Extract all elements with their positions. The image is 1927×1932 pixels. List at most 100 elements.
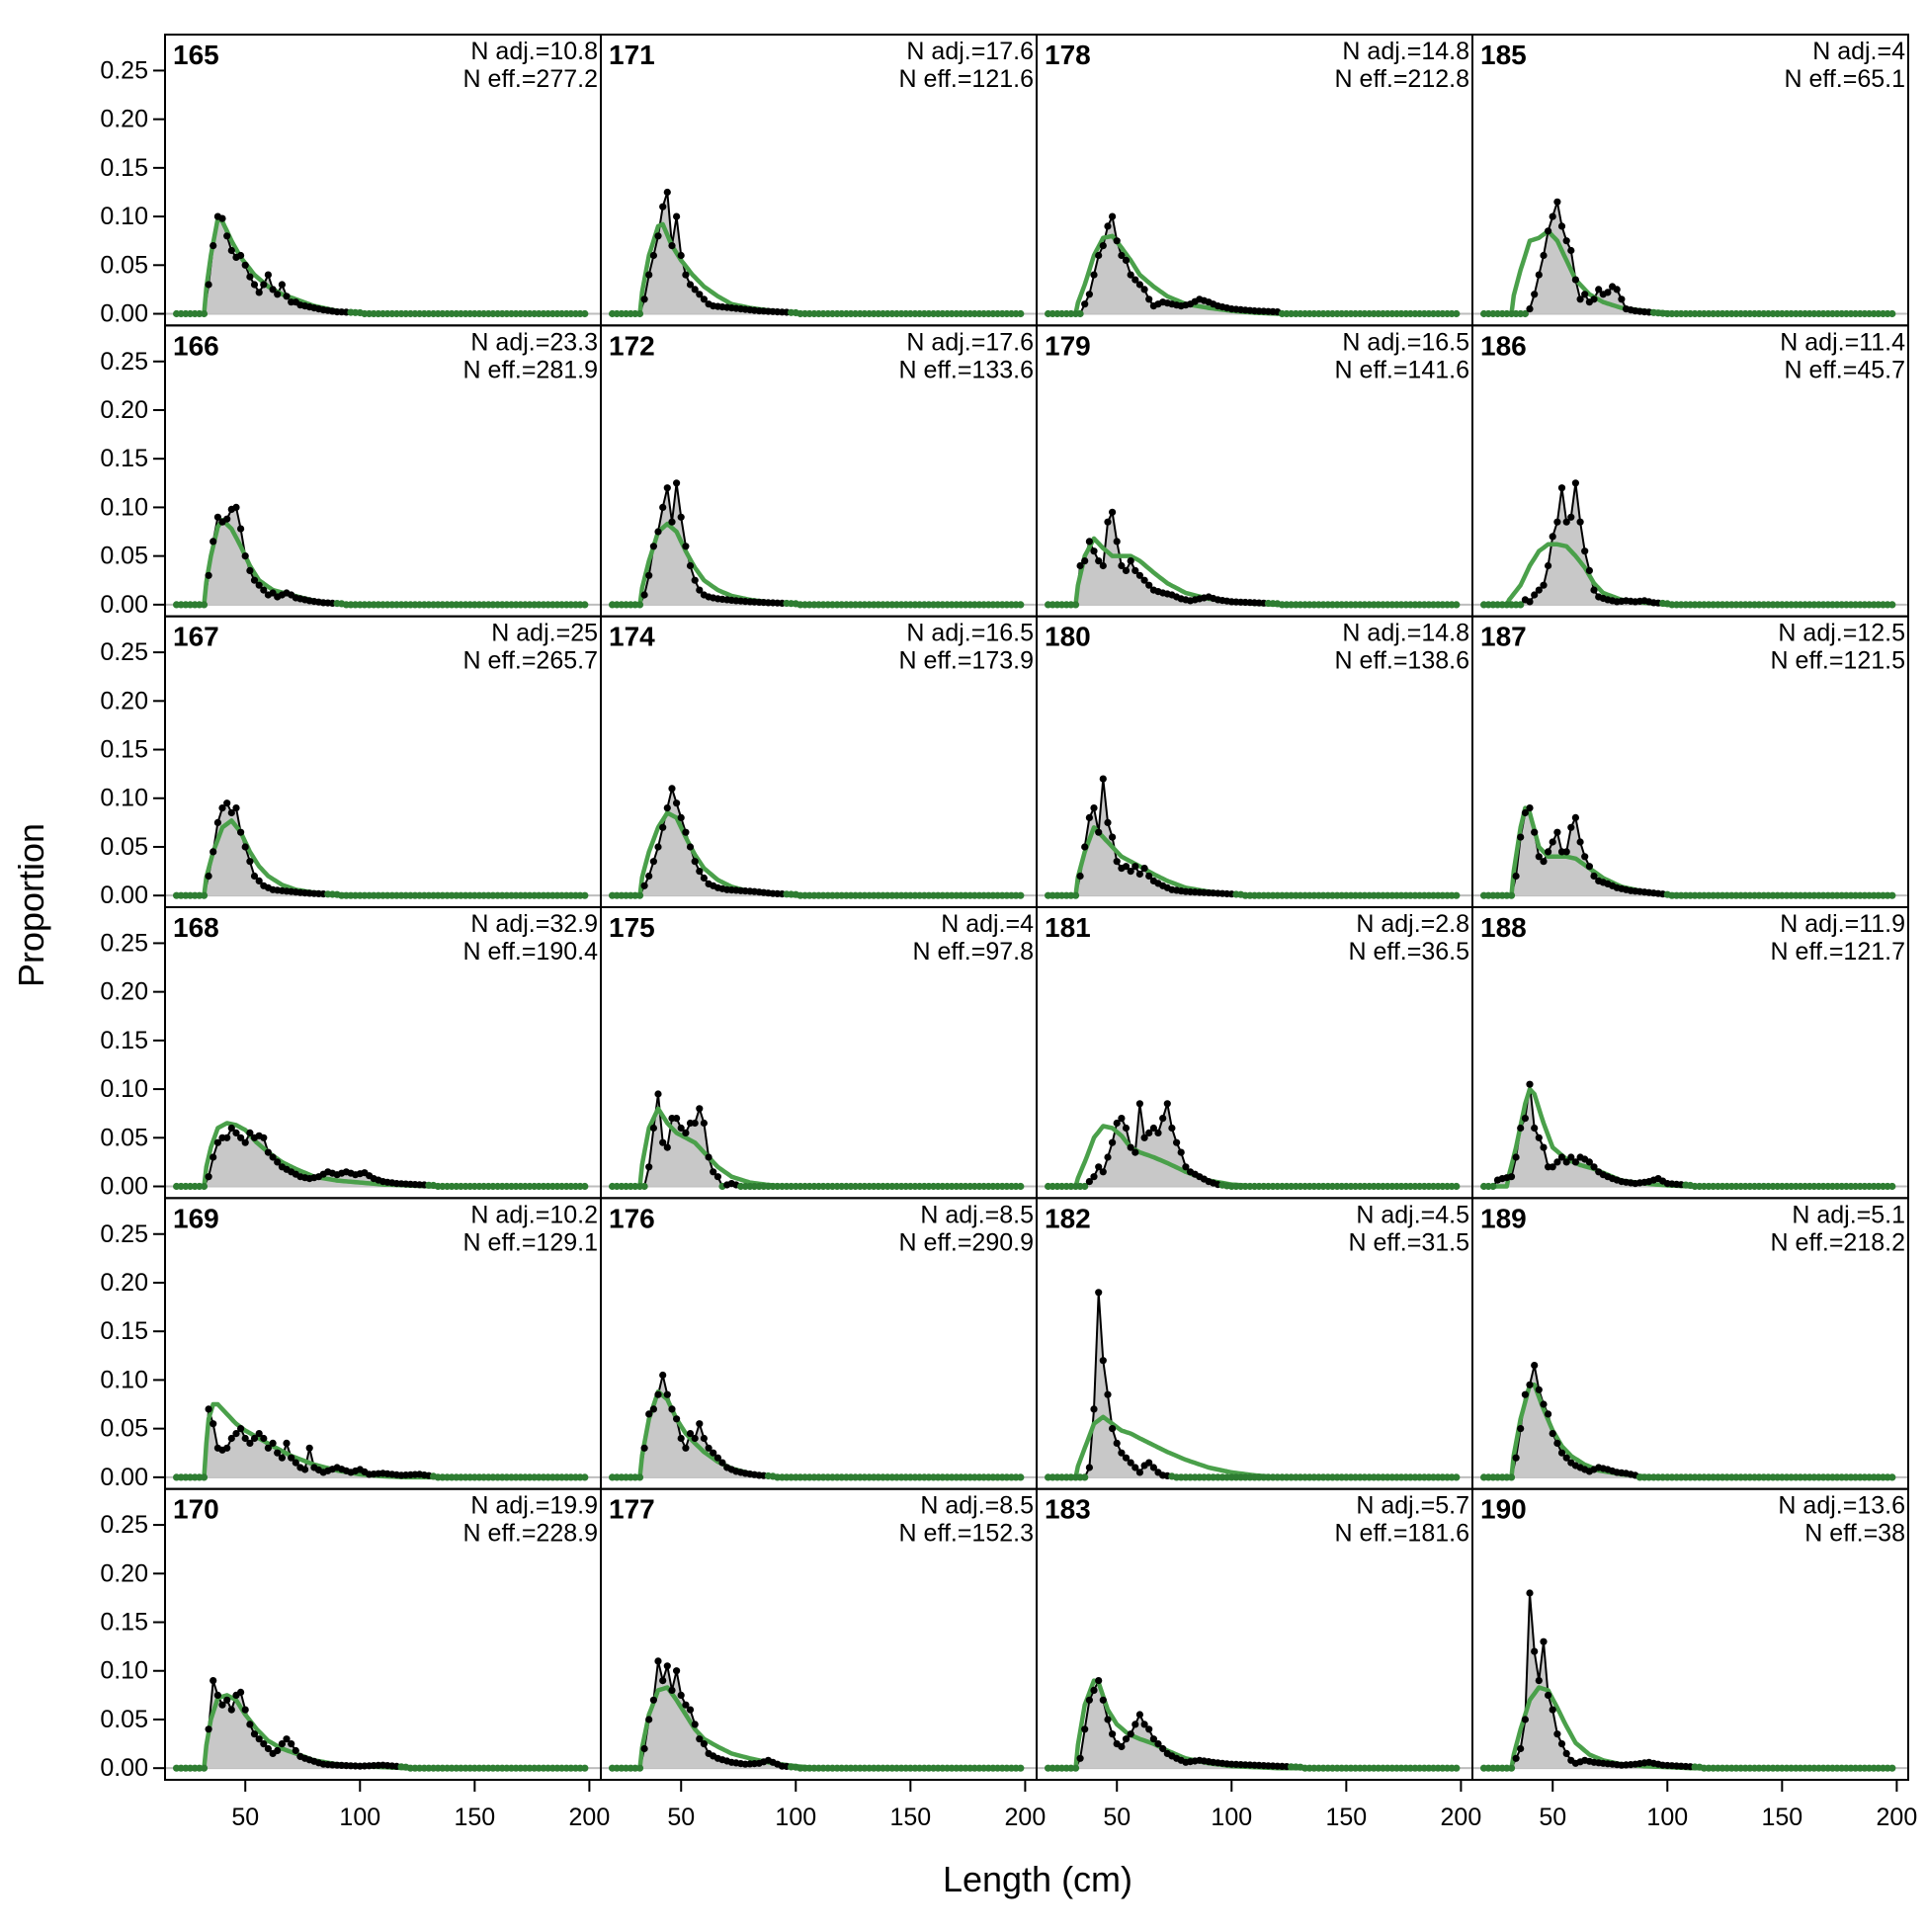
observed-point	[1581, 547, 1589, 555]
observed-point	[1085, 291, 1093, 298]
observed-point	[1071, 891, 1080, 899]
observed-point	[237, 1425, 245, 1433]
observed-point	[218, 214, 226, 222]
panel-168: 168 N adj.=32.9N eff.=190.4	[164, 906, 602, 1200]
observed-point	[241, 261, 249, 269]
observed-point	[663, 188, 671, 197]
observed-area	[612, 482, 1021, 605]
observed-point	[1109, 1138, 1117, 1146]
observed-point	[1585, 566, 1593, 575]
observed-point	[278, 1740, 286, 1748]
y-tick-label: 0.20	[100, 687, 148, 714]
observed-point	[1118, 1449, 1126, 1457]
observed-point	[223, 232, 231, 240]
observed-point	[1526, 305, 1534, 313]
observed-point	[1017, 1764, 1025, 1772]
x-tick-label: 150	[889, 1804, 931, 1831]
observed-area	[612, 1375, 1021, 1477]
observed-point	[274, 1746, 282, 1755]
observed-point	[200, 601, 209, 609]
observed-point	[677, 813, 685, 822]
observed-point	[1135, 1469, 1143, 1476]
observed-point	[1562, 518, 1570, 526]
n-adj-label: N adj.=12.5	[1778, 620, 1905, 647]
observed-point	[1521, 309, 1529, 318]
y-axis-title: Proportion	[11, 823, 51, 987]
observed-point	[241, 843, 249, 851]
observed-point	[635, 309, 644, 318]
observed-point	[682, 543, 690, 550]
observed-point	[260, 1134, 268, 1141]
n-adj-label: N adj.=8.5	[920, 1492, 1034, 1520]
y-tick-label: 0.10	[100, 1075, 148, 1103]
observed-point	[227, 808, 235, 817]
observed-area	[176, 1680, 585, 1769]
n-eff-label: N eff.=212.8	[1335, 65, 1469, 93]
observed-point	[1168, 1124, 1176, 1133]
n-adj-label: N adj.=16.5	[1342, 328, 1469, 356]
observed-point	[1888, 891, 1896, 899]
observed-point	[640, 1182, 648, 1191]
panel-label: 187	[1480, 622, 1527, 652]
observed-point	[246, 566, 254, 575]
observed-point	[205, 872, 212, 881]
observed-point	[1182, 1163, 1190, 1171]
observed-point	[645, 1716, 653, 1723]
n-adj-label: N adj.=10.2	[470, 1201, 598, 1228]
observed-point	[274, 1449, 282, 1457]
observed-point	[1590, 295, 1598, 303]
observed-point	[250, 1434, 259, 1443]
observed-point	[209, 848, 217, 856]
panel-frame	[1471, 1487, 1909, 1781]
observed-point	[260, 1434, 268, 1443]
observed-point	[668, 785, 676, 793]
observed-point	[663, 484, 671, 492]
panel-186: 186 N adj.=11.4N eff.=45.7	[1471, 324, 1909, 618]
n-eff-label: N eff.=190.4	[463, 938, 599, 966]
observed-point	[696, 1735, 704, 1743]
observed-area	[612, 192, 1021, 314]
observed-point	[1140, 1134, 1148, 1141]
observed-point	[1553, 1158, 1561, 1166]
x-tick-label: 50	[1539, 1804, 1566, 1831]
observed-point	[649, 1696, 658, 1704]
observed-point	[696, 1105, 704, 1113]
panel-175: 175 N adj.=4N eff.=97.8	[600, 906, 1038, 1200]
observed-point	[1553, 1439, 1561, 1447]
observed-point	[1517, 1425, 1525, 1433]
y-tick-label: 0.15	[100, 1027, 148, 1054]
n-eff-label: N eff.=141.6	[1335, 356, 1469, 383]
observed-point	[255, 877, 263, 885]
observed-point	[250, 576, 259, 584]
observed-point	[209, 1677, 217, 1685]
observed-point	[1512, 872, 1520, 881]
observed-point	[691, 286, 699, 294]
observed-area	[1483, 1593, 1892, 1769]
panel-label: 183	[1045, 1494, 1091, 1525]
observed-point	[288, 1740, 295, 1748]
n-adj-label: N adj.=5.7	[1356, 1492, 1469, 1520]
observed-point	[1122, 256, 1131, 264]
observed-point	[1535, 1386, 1543, 1393]
observed-point	[649, 1124, 658, 1133]
observed-point	[645, 271, 653, 279]
y-tick-label: 0.05	[100, 1415, 148, 1443]
observed-point	[283, 1439, 291, 1447]
observed-point	[1099, 1168, 1107, 1176]
y-tick-label: 0.25	[100, 1511, 148, 1539]
observed-point	[1149, 1464, 1157, 1471]
observed-point	[1145, 295, 1153, 303]
observed-point	[700, 1119, 709, 1128]
observed-point	[1604, 289, 1612, 296]
observed-point	[686, 561, 695, 570]
observed-point	[1581, 853, 1589, 861]
observed-point	[1099, 1357, 1107, 1365]
observed-point	[705, 1153, 712, 1161]
observed-point	[673, 212, 681, 220]
panel-label: 180	[1045, 622, 1091, 652]
observed-point	[1104, 818, 1112, 827]
y-tick-label: 0.20	[100, 1269, 148, 1297]
panel-label: 182	[1045, 1203, 1091, 1233]
y-tick-label: 0.05	[100, 1124, 148, 1151]
observed-point	[581, 1764, 589, 1772]
